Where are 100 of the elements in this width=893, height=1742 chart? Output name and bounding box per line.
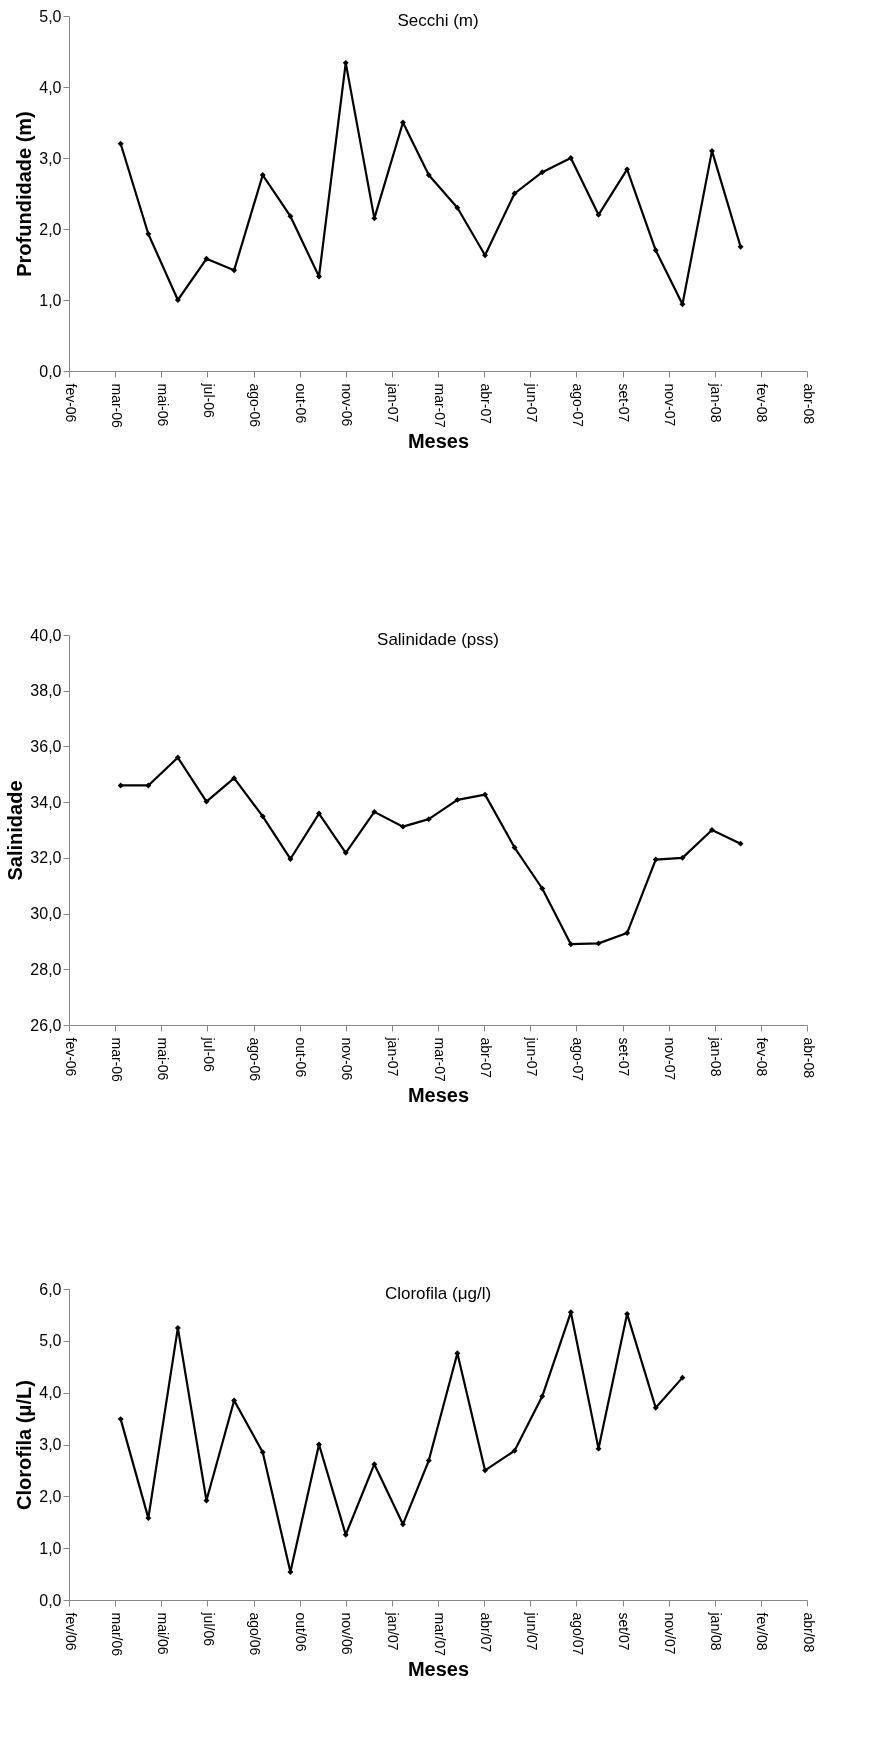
x-tick-label: mai-06 bbox=[154, 1037, 171, 1081]
y-tick-label: 1,0 bbox=[39, 1539, 62, 1557]
x-tick-label: nov/07 bbox=[662, 1612, 679, 1655]
point bbox=[231, 267, 238, 274]
chart-title: Salinidade (pss) bbox=[377, 630, 499, 649]
x-axis-title: Meses bbox=[407, 429, 470, 452]
x-tick-label: set-07 bbox=[616, 383, 632, 423]
x-tick-label: jul-06 bbox=[200, 1036, 217, 1072]
point bbox=[709, 147, 715, 154]
x-tick-label: jul/06 bbox=[200, 1611, 217, 1647]
point bbox=[371, 808, 378, 815]
x-tick-label: nov/06 bbox=[339, 1612, 356, 1655]
y-tick-label: 2,0 bbox=[39, 220, 62, 238]
point bbox=[316, 810, 322, 817]
point bbox=[117, 782, 124, 789]
x-tick-label: abr-08 bbox=[800, 1037, 817, 1079]
point bbox=[425, 1457, 432, 1464]
y-tick-label: 36,0 bbox=[30, 737, 62, 755]
y-tick-label: 26,0 bbox=[30, 1016, 62, 1034]
y-tick-label: 38,0 bbox=[30, 682, 62, 700]
x-tick-label: mai-06 bbox=[154, 383, 171, 427]
point bbox=[145, 782, 152, 789]
y-tick-label: 4,0 bbox=[39, 78, 62, 96]
point bbox=[511, 1447, 518, 1454]
point bbox=[595, 940, 602, 947]
point bbox=[287, 856, 294, 862]
point bbox=[511, 190, 518, 197]
point bbox=[652, 856, 659, 863]
x-tick-label: abr-07 bbox=[477, 1037, 494, 1079]
point bbox=[287, 1569, 294, 1575]
x-tick-label: ago/06 bbox=[247, 1612, 263, 1656]
x-tick-label: fev/08 bbox=[754, 1612, 771, 1651]
point bbox=[231, 1397, 238, 1404]
x-tick-label: fev-06 bbox=[62, 1037, 79, 1077]
x-tick-label: fev-06 bbox=[62, 383, 79, 423]
x-tick-label: jan-07 bbox=[385, 382, 402, 423]
point bbox=[539, 1393, 546, 1400]
point bbox=[287, 213, 294, 220]
x-axis-title: Meses bbox=[407, 1083, 470, 1106]
x-tick-label: nov-07 bbox=[662, 383, 679, 427]
x-tick-label: abr-08 bbox=[800, 383, 817, 425]
x-tick-label: mai/06 bbox=[154, 1612, 171, 1655]
x-tick-label: mar-06 bbox=[108, 1037, 125, 1083]
point bbox=[231, 775, 238, 782]
y-tick-label: 6,0 bbox=[39, 1280, 62, 1298]
point bbox=[342, 849, 349, 856]
point bbox=[482, 252, 489, 259]
x-tick-label: nov-06 bbox=[339, 1037, 356, 1081]
point bbox=[679, 854, 686, 861]
point bbox=[539, 169, 546, 176]
x-tick-label: jun-07 bbox=[523, 1036, 540, 1077]
x-tick-label: jun-07 bbox=[523, 382, 540, 423]
x-tick-label: mar-07 bbox=[431, 1037, 448, 1083]
point bbox=[567, 155, 574, 161]
x-tick-label: fev-08 bbox=[754, 1037, 771, 1077]
point bbox=[425, 172, 432, 178]
y-tick-label: 32,0 bbox=[30, 849, 62, 867]
point bbox=[316, 273, 322, 280]
point bbox=[679, 1374, 686, 1381]
x-tick-label: mar-07 bbox=[431, 383, 448, 429]
point bbox=[316, 1441, 322, 1448]
y-tick-label: 4,0 bbox=[39, 1384, 62, 1402]
point bbox=[737, 243, 744, 250]
point bbox=[399, 119, 406, 126]
point bbox=[425, 816, 432, 823]
x-tick-label: jan-08 bbox=[708, 382, 725, 423]
x-tick-label: abr/07 bbox=[477, 1612, 494, 1653]
x-tick-label: jan-08 bbox=[708, 1036, 725, 1077]
x-axis-title: Meses bbox=[407, 1658, 470, 1681]
point bbox=[454, 796, 461, 803]
y-axis-title: Profundidade (m) bbox=[13, 111, 36, 277]
x-tick-label: ago-07 bbox=[569, 383, 586, 428]
x-tick-label: nov-06 bbox=[339, 383, 356, 427]
point bbox=[174, 754, 181, 761]
chart-title: Secchi (m) bbox=[397, 11, 479, 30]
y-tick-label: 3,0 bbox=[39, 1436, 62, 1453]
chart-title: Clorofila (μg/l) bbox=[384, 1284, 492, 1303]
point bbox=[482, 1467, 489, 1474]
point bbox=[259, 172, 266, 178]
x-tick-label: ago-07 bbox=[569, 1037, 586, 1082]
point bbox=[145, 231, 152, 237]
x-tick-label: ago/07 bbox=[569, 1612, 586, 1656]
x-tick-label: fev/06 bbox=[62, 1612, 79, 1651]
y-tick-label: 30,0 bbox=[30, 905, 62, 923]
y-tick-label: 5,0 bbox=[39, 7, 62, 25]
y-tick-label: 0,0 bbox=[39, 362, 62, 380]
x-tick-label: jan/08 bbox=[708, 1611, 725, 1651]
point bbox=[117, 1416, 124, 1423]
x-tick-label: jan/07 bbox=[385, 1611, 402, 1651]
point bbox=[399, 823, 406, 830]
point bbox=[624, 930, 631, 937]
x-tick-label: abr/08 bbox=[800, 1612, 817, 1653]
x-tick-label: jul-06 bbox=[200, 382, 217, 418]
point bbox=[482, 791, 489, 798]
x-tick-label: out/06 bbox=[293, 1612, 310, 1652]
y-tick-label: 3,0 bbox=[39, 149, 62, 167]
point bbox=[679, 301, 686, 308]
y-tick-label: 0,0 bbox=[39, 1591, 62, 1609]
y-axis-title: Salinidade bbox=[4, 780, 27, 881]
y-tick-label: 1,0 bbox=[39, 291, 62, 309]
